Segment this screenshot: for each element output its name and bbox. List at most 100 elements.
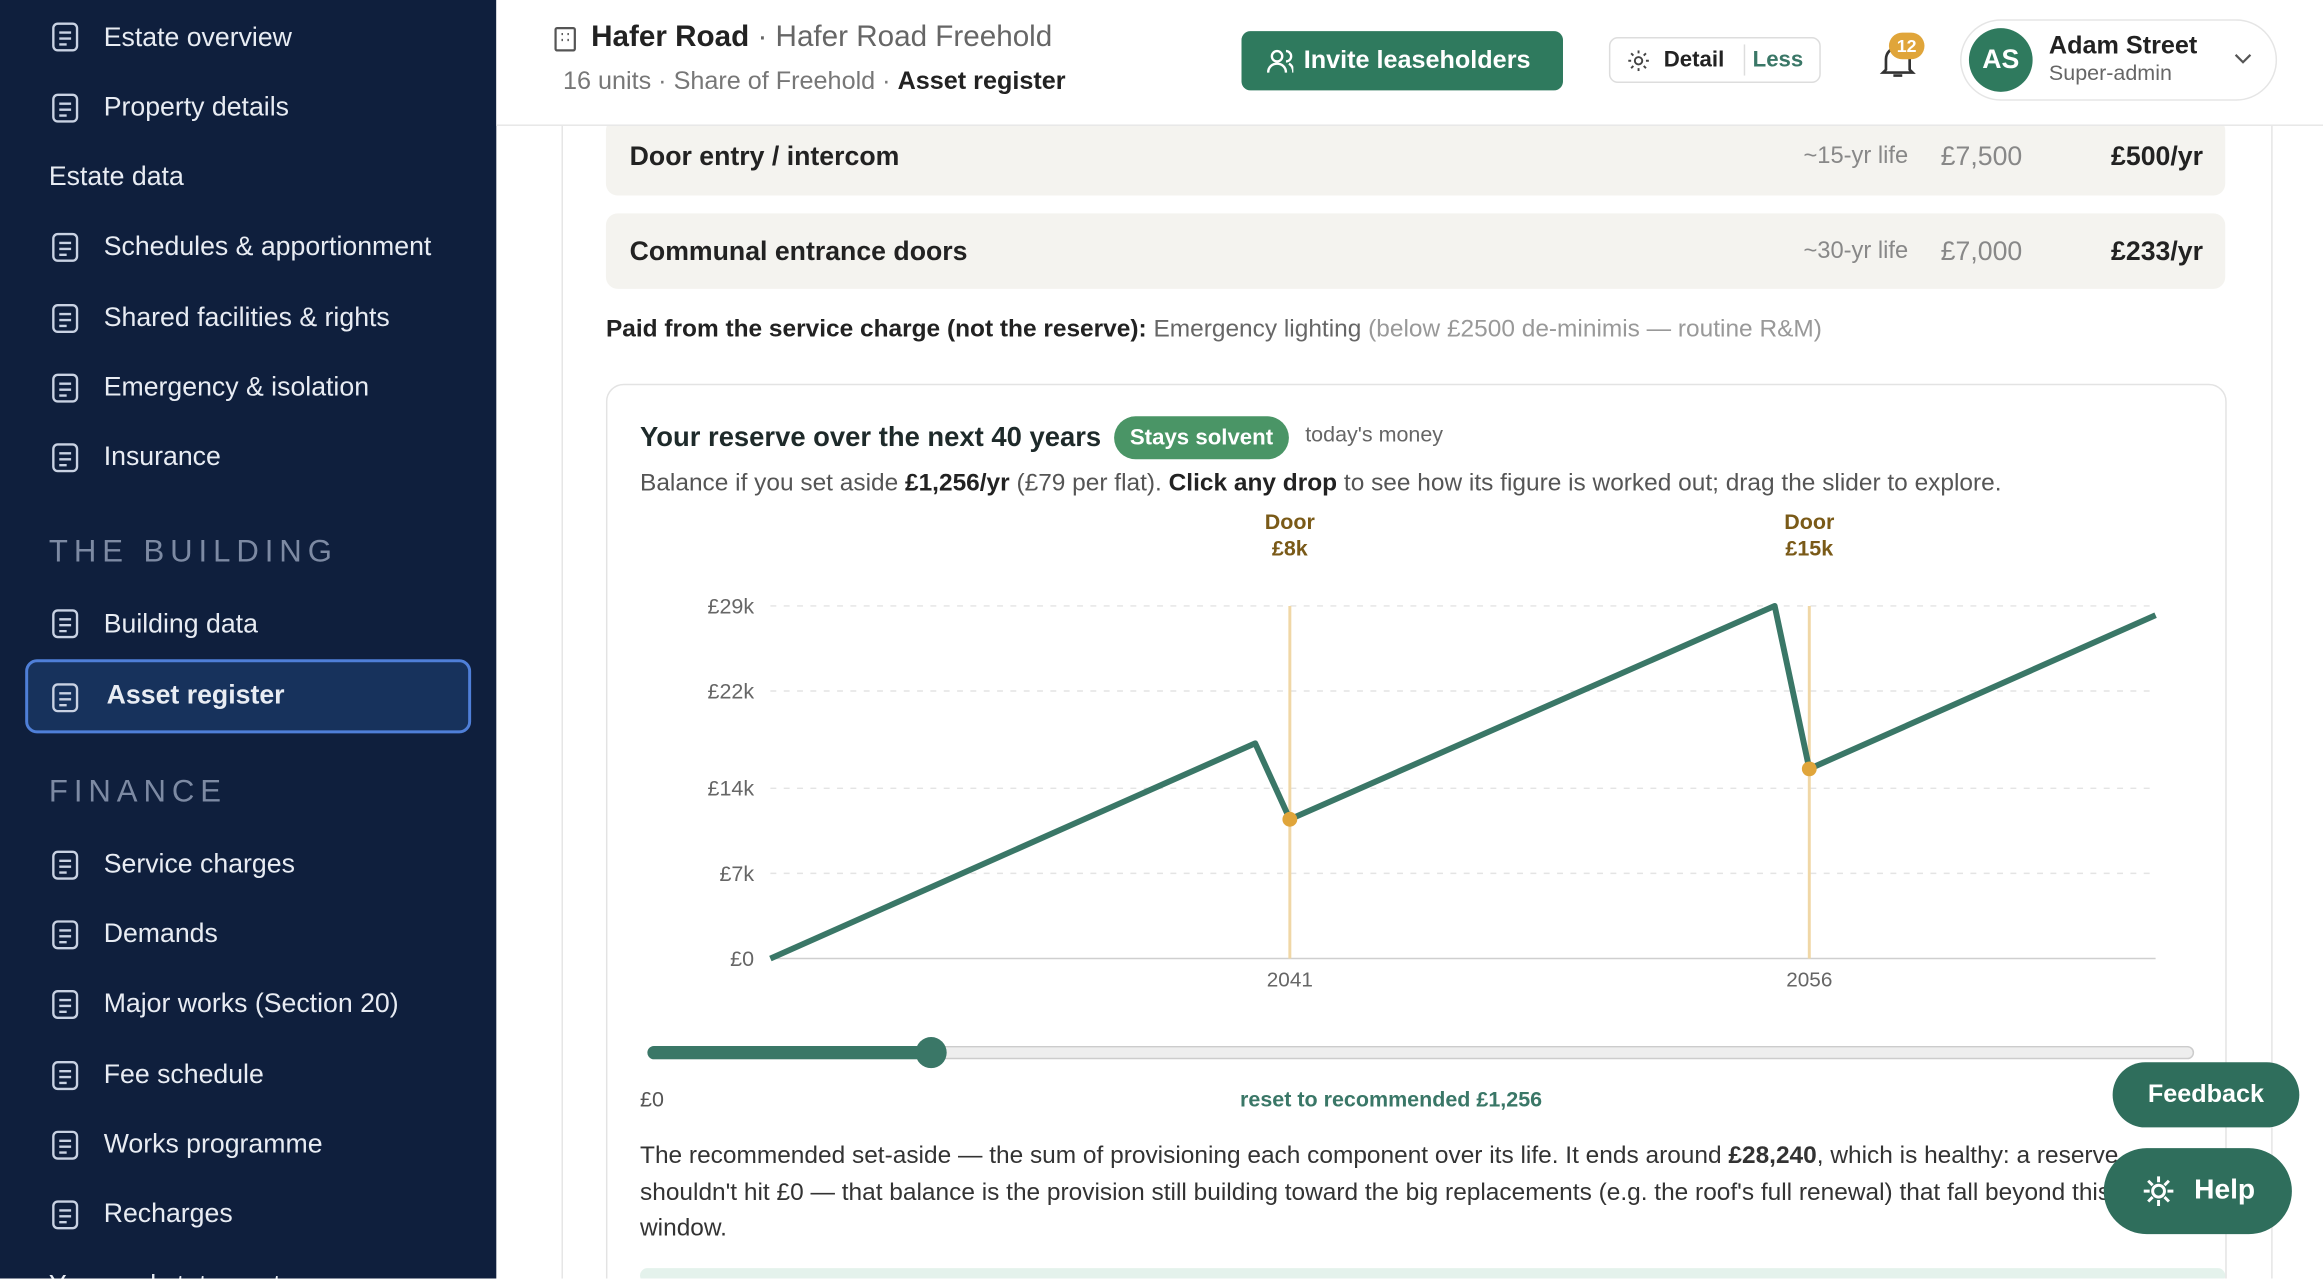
text: to see how its figure is worked out; dra… (1337, 469, 2002, 497)
reserve-summary: The recommended set-aside — the sum of p… (640, 1138, 2122, 1247)
nav-label: Estate overview (103, 21, 292, 52)
detail-toggle[interactable]: Detail Less (1608, 37, 1821, 83)
service-charge-note: Paid from the service charge (not the re… (606, 316, 1822, 344)
nav-item[interactable]: Fee schedule (0, 1039, 496, 1109)
event-name: Door (1784, 510, 1835, 534)
users-icon (1266, 49, 1294, 73)
nav-item[interactable]: Year-end statements (0, 1250, 496, 1278)
current-page: Asset register (897, 66, 1066, 95)
nav-icon (52, 1200, 79, 1230)
nav-item[interactable]: Major works (Section 20) (0, 969, 496, 1039)
nav-item[interactable]: Insurance (0, 422, 496, 492)
nav-label: Major works (Section 20) (103, 988, 399, 1019)
meta: 16 units · Share of Freehold · (562, 66, 891, 95)
avatar: AS (1968, 28, 2033, 92)
text: , which is healthy: a reserve shouldn't … (640, 1142, 2119, 1242)
asset-life: ~15-yr life (1803, 143, 1909, 169)
text: £1,256/yr (904, 469, 1010, 497)
content-frame (561, 124, 2273, 1279)
note-item: Emergency lighting (1153, 315, 1362, 343)
estate-title: Hafer Road (591, 20, 750, 54)
less-option[interactable]: Less (1752, 47, 1804, 73)
series-line (769, 602, 2157, 962)
asset-cost: £7,500 (1940, 141, 2023, 172)
nav-item[interactable]: Schedules & apportionment (0, 212, 496, 282)
reserve-description: Balance if you set aside £1,256/yr (£79 … (640, 470, 2002, 498)
y-tick-label: £7k (719, 862, 754, 886)
nav-label: FINANCE (48, 775, 227, 810)
asset-row: Door entry / intercom ~15-yr life £7,500… (605, 118, 2226, 196)
y-tick-label: £22k (708, 679, 755, 703)
nav-label: Works programme (103, 1129, 323, 1159)
nav-label: Fee schedule (103, 1058, 264, 1089)
asset-annual: £233/yr (2111, 235, 2204, 266)
event-name: Door (1265, 510, 1316, 534)
nav-list: Estate overview Property details Estate da… (0, 0, 496, 1279)
nav-label: THE BUILDING (48, 535, 338, 570)
nav-item[interactable]: Service charges (0, 829, 496, 899)
asset-name: Door entry / intercom (629, 141, 900, 172)
asset-life: ~30-yr life (1803, 237, 1909, 263)
nav-label: Building data (103, 608, 258, 638)
text: Balance if you set aside (640, 469, 905, 497)
drop-point (1282, 811, 1298, 827)
y-tick-label: £14k (708, 777, 755, 801)
nav-item[interactable]: Estate data (0, 142, 496, 212)
nav-label: Year-end statements (49, 1269, 294, 1278)
nav-item[interactable]: Recharges (0, 1180, 496, 1250)
nav-label: Recharges (103, 1199, 233, 1229)
nav-label: Insurance (103, 441, 221, 472)
x-tick-label: 2041 (1267, 969, 1313, 992)
nav-icon (52, 1130, 79, 1160)
solvent-badge: Stays solvent (1114, 416, 1289, 460)
detail-option[interactable]: Detail (1663, 47, 1725, 73)
plot: £0 £7k £14k £22k £29k 2041 2056 Door £8k Door £15k (708, 510, 2157, 992)
nav-icon (52, 233, 79, 263)
help-button[interactable]: Help (2103, 1148, 2292, 1235)
slider-thumb[interactable] (915, 1037, 947, 1069)
note-detail: (below £2500 de-minimis — routine R&M) (1368, 315, 1822, 343)
nav-item[interactable]: Property details (0, 72, 496, 142)
nav-icon (52, 850, 79, 880)
event-cost: £8k (1272, 537, 1308, 561)
page-meta: 16 units · Share of Freehold · Asset reg… (563, 67, 1066, 97)
slider-min: £0 (640, 1088, 664, 1113)
drop-point (1801, 761, 1817, 777)
sun-icon (1628, 50, 1649, 72)
event-cost: £15k (1785, 537, 1833, 561)
nav-section: FINANCE (0, 757, 496, 829)
user-name: Adam Street (2048, 31, 2198, 60)
nav-item[interactable]: Works programme (0, 1110, 496, 1180)
nav-section: THE BUILDING (0, 517, 496, 589)
nav-label: Emergency & isolation (103, 371, 370, 402)
y-tick-label: £0 (730, 947, 754, 971)
nav-item[interactable]: Asset register (25, 658, 472, 733)
estate-subtitle: · Hafer Road Freehold (757, 20, 1053, 54)
nav-icon (52, 373, 79, 403)
nav-icon (52, 990, 79, 1020)
nav-item[interactable]: Demands (0, 899, 496, 969)
nav-item[interactable]: Emergency & isolation (0, 352, 496, 422)
nav-icon (52, 1060, 79, 1090)
info-strip (640, 1268, 2226, 1279)
nav-item[interactable]: Building data (0, 589, 496, 659)
breadcrumb: Hafer Road · Hafer Road Freehold (591, 21, 1052, 55)
nav-item[interactable]: Estate overview (0, 2, 496, 72)
reserve-card (605, 383, 2227, 1279)
feedback-button[interactable]: Feedback (2112, 1062, 2300, 1128)
nav-label: Shared facilities & rights (103, 301, 390, 332)
asset-name: Communal entrance doors (629, 235, 968, 266)
slider-fill (647, 1045, 932, 1060)
invite-button[interactable]: Invite leaseholders (1241, 31, 1563, 91)
nav-item[interactable]: Shared facilities & rights (0, 282, 496, 352)
invite-label: Invite leaseholders (1303, 45, 1531, 75)
user-menu[interactable]: AS Adam Street Super-admin (1960, 19, 2278, 101)
nav-icon (52, 303, 79, 333)
help-label: Help (2194, 1174, 2256, 1206)
user-role: Super-admin (2048, 62, 2172, 86)
help-icon (2143, 1176, 2174, 1206)
chevron (2234, 54, 2252, 64)
reset-link[interactable]: reset to recommended £1,256 (1240, 1088, 1543, 1113)
